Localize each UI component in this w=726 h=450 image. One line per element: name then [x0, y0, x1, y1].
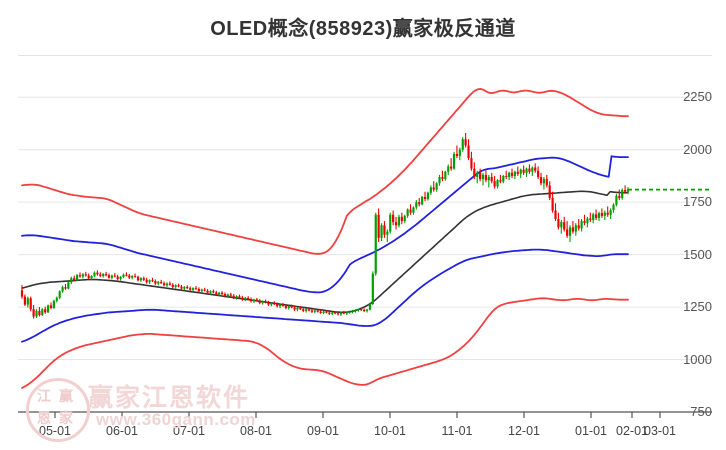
x-tick-label: 08-01: [240, 424, 272, 438]
y-tick-label: 1000: [683, 351, 712, 367]
y-tick-label: 2250: [683, 89, 712, 105]
x-tick-label: 10-01: [374, 424, 406, 438]
title-divider: [18, 55, 712, 56]
x-tick-label: 09-01: [307, 424, 339, 438]
y-tick-label: 750: [690, 404, 712, 419]
y-tick-label: 1250: [683, 299, 712, 315]
x-tick-label: 11-01: [441, 424, 473, 438]
x-tick-label: 03-01: [644, 424, 676, 438]
x-tick-label: 02-01: [616, 424, 648, 438]
x-tick-label: 12-01: [508, 424, 540, 438]
y-tick-label: 1500: [683, 246, 712, 262]
y-tick-label: 2000: [683, 141, 712, 157]
y-tick-label: 1750: [683, 194, 712, 210]
x-tick-label: 06-01: [106, 424, 138, 438]
x-tick-label: 05-01: [39, 424, 71, 438]
page-title: OLED概念(858923)赢家极反通道: [210, 18, 516, 40]
x-tick-label: 07-01: [173, 424, 205, 438]
x-tick-label: 01-01: [575, 424, 607, 438]
